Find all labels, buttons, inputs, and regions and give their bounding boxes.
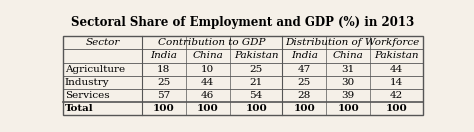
Text: 100: 100 xyxy=(386,104,408,113)
Text: Services: Services xyxy=(65,91,109,100)
Text: 47: 47 xyxy=(298,65,311,74)
Text: 10: 10 xyxy=(201,65,214,74)
Text: 100: 100 xyxy=(197,104,219,113)
Text: 46: 46 xyxy=(201,91,214,100)
Text: 44: 44 xyxy=(390,65,403,74)
Text: 57: 57 xyxy=(157,91,171,100)
Bar xyxy=(63,36,423,116)
Text: India: India xyxy=(150,51,177,60)
Text: 100: 100 xyxy=(337,104,359,113)
Text: Agriculture: Agriculture xyxy=(65,65,125,74)
Text: 25: 25 xyxy=(249,65,263,74)
Text: 42: 42 xyxy=(390,91,403,100)
Text: India: India xyxy=(291,51,318,60)
Text: 25: 25 xyxy=(298,78,311,87)
Text: 31: 31 xyxy=(342,65,355,74)
Text: 18: 18 xyxy=(157,65,171,74)
Text: China: China xyxy=(192,51,223,60)
Text: 14: 14 xyxy=(390,78,403,87)
Text: Pakistan: Pakistan xyxy=(374,51,419,60)
Text: Contribution to GDP: Contribution to GDP xyxy=(158,38,266,47)
Text: 21: 21 xyxy=(249,78,263,87)
Text: Pakistan: Pakistan xyxy=(234,51,278,60)
Text: 30: 30 xyxy=(342,78,355,87)
Text: 100: 100 xyxy=(293,104,315,113)
Text: 28: 28 xyxy=(298,91,311,100)
Text: Industry: Industry xyxy=(65,78,109,87)
Text: 44: 44 xyxy=(201,78,214,87)
Text: Distribution of Workforce: Distribution of Workforce xyxy=(285,38,420,47)
Text: China: China xyxy=(333,51,364,60)
Text: 25: 25 xyxy=(157,78,171,87)
Text: 100: 100 xyxy=(245,104,267,113)
Text: 100: 100 xyxy=(153,104,175,113)
Text: Total: Total xyxy=(65,104,93,113)
Text: Sectoral Share of Employment and GDP (%) in 2013: Sectoral Share of Employment and GDP (%)… xyxy=(71,16,415,29)
Text: Sector: Sector xyxy=(85,38,119,47)
Text: 39: 39 xyxy=(342,91,355,100)
Text: 54: 54 xyxy=(249,91,263,100)
